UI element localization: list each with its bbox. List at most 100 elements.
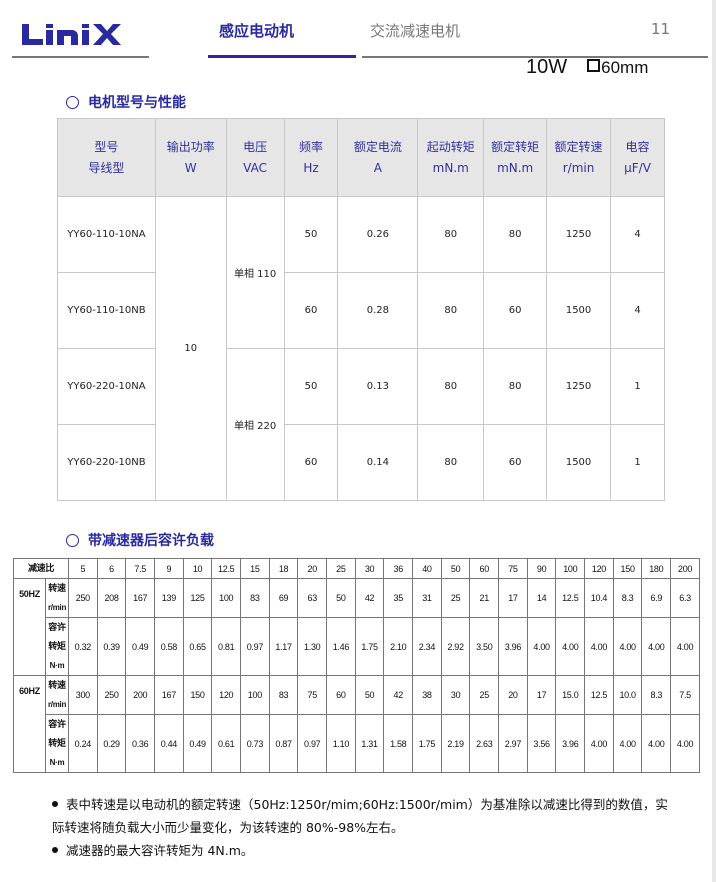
ratio-cell: 100 [555, 558, 586, 579]
freq-cell: 60 [283, 272, 339, 349]
label-line: 转矩 [48, 738, 66, 748]
ratio-cell: 120 [584, 558, 614, 579]
ratio-cell: 75 [498, 558, 528, 579]
label-line: r/min [47, 603, 67, 612]
output-power-cell: 10 [154, 196, 227, 501]
torque-cell: 4.00 [584, 617, 614, 676]
column-header-line: 频率 [298, 139, 323, 154]
column-header-line: 型号 [94, 139, 119, 154]
tab-induction-motor[interactable]: 感应电动机 [219, 22, 295, 40]
speed-cell: 250 [68, 578, 98, 618]
ratio-row: 减速比 5 6 7.5 9 10 12.5 15 18 20 25 30 36 40 50 60 75 90 100… [13, 558, 700, 579]
speed-cell: 15.0 [555, 675, 586, 715]
ratio-cell: 18 [268, 558, 299, 579]
speed-cell: 8.3 [612, 578, 643, 618]
torque-cell: 4.00 [641, 714, 672, 773]
speed-cell: 83 [268, 675, 299, 715]
speed-cell: 150 [182, 675, 213, 715]
speed-cell: 6.3 [670, 578, 700, 618]
start-torque-cell: 80 [417, 424, 485, 501]
column-header-line: mN.m [497, 160, 534, 175]
speed-cell: 12.5 [584, 675, 614, 715]
tab-ac-gear-motor[interactable]: 交流减速电机 [370, 22, 461, 40]
column-header-line: 额定转速 [554, 139, 603, 154]
label-line: N·m [49, 758, 65, 767]
note-item: 表中转速是以电动机的额定转速（50Hz:1250r/mim;60Hz:1500r… [52, 797, 668, 835]
ratio-cell: 40 [412, 558, 442, 579]
speed-cell: 30 [440, 675, 471, 715]
speed-cell: 83 [240, 578, 270, 618]
torque-cell: 3.56 [526, 714, 557, 773]
torque-cell: 0.87 [268, 714, 299, 773]
ratio-cell: 6 [96, 558, 127, 579]
torque-cell: 1.17 [268, 617, 299, 676]
speed-cell: 17 [498, 578, 528, 618]
torque-cell: 1.46 [326, 617, 356, 676]
ratio-cell: 10 [182, 558, 213, 579]
spec-frame: 60mm [601, 58, 649, 77]
speed-cell: 100 [240, 675, 270, 715]
table-row: YY60-110-10NA 10 单相 110 50 0.26 80 80 1250 4 [57, 196, 665, 501]
ratio-cell: 12.5 [211, 558, 242, 579]
cap-cell: 4 [610, 196, 665, 273]
speed-cell: 50 [354, 675, 385, 715]
ratio-cell: 25 [326, 558, 356, 579]
torque-cell: 0.44 [154, 714, 184, 773]
torque-cell: 2.97 [498, 714, 528, 773]
torque-cell: 0.49 [125, 617, 156, 676]
column-header: 额定转矩 mN.m [483, 118, 548, 197]
start-torque-cell: 80 [417, 272, 485, 349]
column-header-line: μF/V [624, 160, 651, 175]
speed-cell: 21 [469, 578, 500, 618]
cap-cell: 1 [610, 348, 665, 425]
speed-cell: 100 [211, 578, 242, 618]
speed-label: 转速 r/min [45, 578, 69, 618]
speed-cell: 139 [154, 578, 184, 618]
table-row: YY60-110-10NB 60 0.28 80 60 1500 4 [57, 272, 665, 349]
torque-cell: 2.92 [440, 617, 471, 676]
ratio-cell: 200 [670, 558, 700, 579]
current-cell: 0.14 [337, 424, 419, 501]
speed-cell: 1250 [546, 196, 612, 273]
column-header: 电容 μF/V [610, 118, 665, 197]
speed-cell: 42 [354, 578, 385, 618]
speed-cell: 1500 [546, 424, 612, 501]
torque-cell: 4.00 [555, 617, 586, 676]
page-number: 11 [651, 20, 671, 38]
current-cell: 0.28 [337, 272, 419, 349]
note-item: 减速器的最大容许转矩为 4N.m。 [52, 839, 672, 862]
torque-cell: 4.00 [641, 617, 672, 676]
torque-cell: 1.58 [383, 714, 414, 773]
speed-cell: 6.9 [641, 578, 672, 618]
torque-cell: 0.49 [182, 714, 213, 773]
speed-cell: 50 [326, 578, 356, 618]
circle-bullet-icon [66, 533, 79, 547]
torque-cell: 2.10 [383, 617, 414, 676]
torque-cell: 0.73 [240, 714, 270, 773]
speed-cell: 200 [125, 675, 156, 715]
speed-cell: 10.4 [584, 578, 614, 618]
torque-cell: 0.24 [68, 714, 98, 773]
torque-row: 容许 转矩 N·m 0.32 0.39 0.49 0.58 0.65 0.81 0.97 1.17 1… [14, 617, 700, 676]
rated-torque-cell: 80 [483, 196, 548, 273]
label-line: 转速 [48, 680, 66, 690]
torque-cell: 0.61 [211, 714, 242, 773]
torque-cell: 2.63 [469, 714, 500, 773]
section-title-text: 电机型号与性能 [88, 95, 186, 111]
speed-cell: 17 [526, 675, 557, 715]
table-row: YY60-220-10NB 60 0.14 80 60 1500 1 [57, 424, 665, 501]
divider [362, 56, 708, 58]
speed-cell: 250 [96, 675, 127, 715]
voltage-cell: 单相 220 [225, 348, 285, 501]
torque-cell: 0.32 [68, 617, 98, 676]
speed-cell: 208 [96, 578, 127, 618]
start-torque-cell: 80 [417, 196, 485, 273]
speed-cell: 75 [297, 675, 328, 715]
column-header-line: 电压 [243, 139, 268, 154]
torque-cell: 0.58 [154, 617, 184, 676]
torque-cell: 4.00 [526, 617, 557, 676]
ratio-cell: 30 [354, 558, 385, 579]
scrollbar-track[interactable] [712, 0, 716, 882]
ratio-cell: 5 [68, 558, 98, 579]
speed-cell: 12.5 [555, 578, 586, 618]
